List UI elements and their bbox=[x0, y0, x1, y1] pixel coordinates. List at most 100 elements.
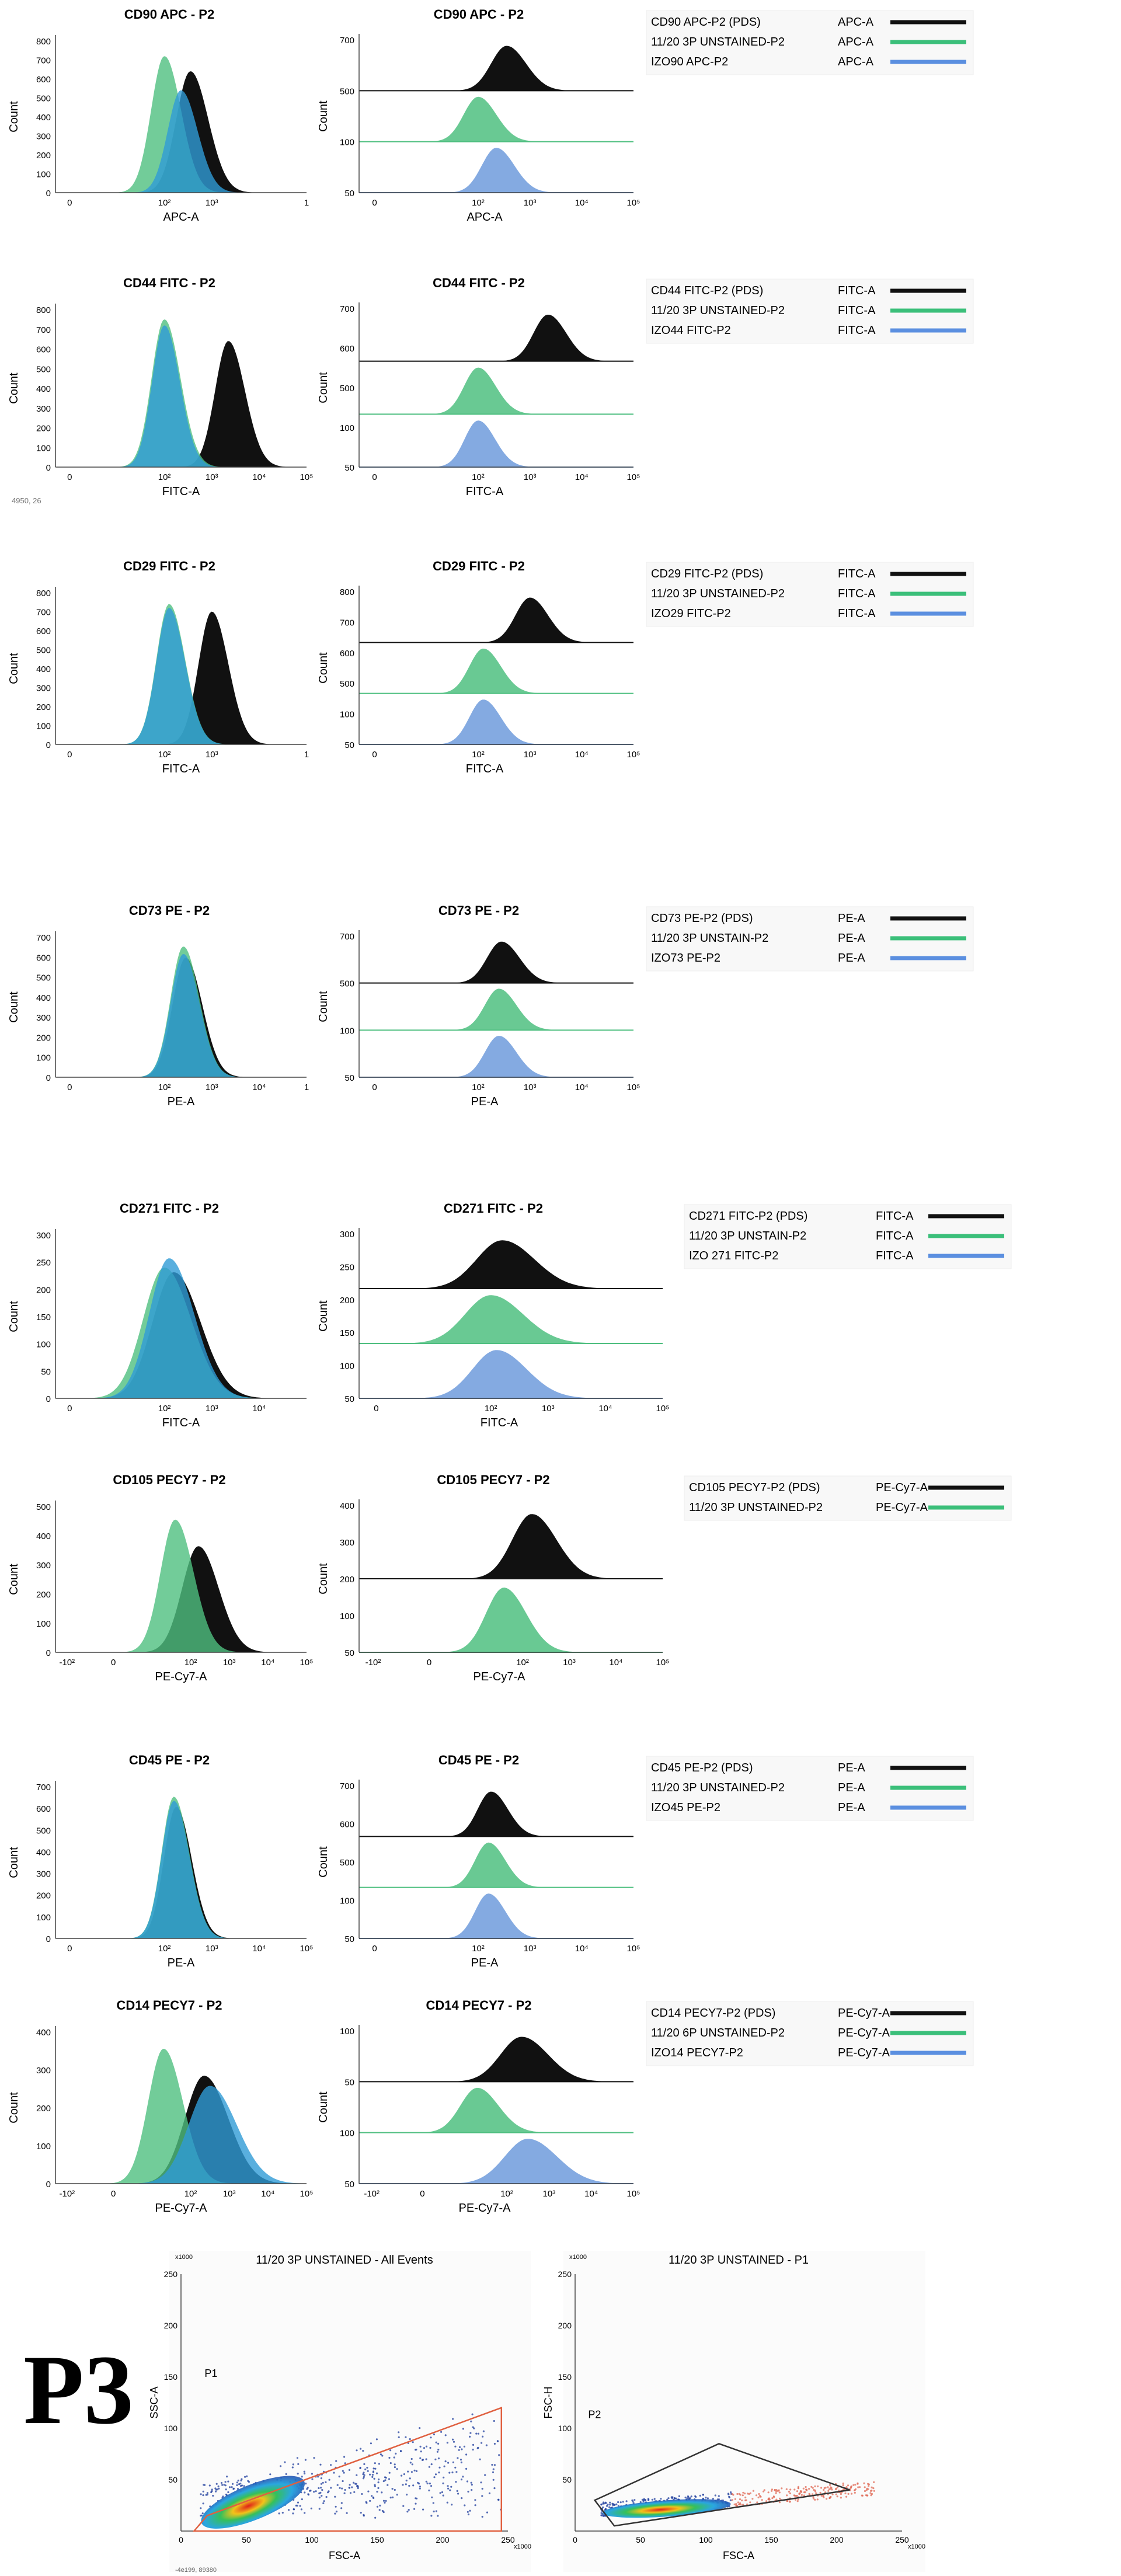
event-dot bbox=[330, 2464, 332, 2466]
stacked-ytick: 100 bbox=[340, 2027, 354, 2037]
event-dot bbox=[392, 2496, 394, 2498]
event-dot bbox=[411, 2463, 413, 2466]
event-dot bbox=[430, 2515, 433, 2517]
event-dot bbox=[297, 2463, 300, 2465]
event-dot bbox=[863, 2482, 865, 2484]
overlay-xtick: 0 bbox=[67, 198, 72, 208]
event-dot bbox=[651, 2498, 653, 2501]
event-dot bbox=[812, 2487, 814, 2489]
event-dot bbox=[771, 2490, 773, 2492]
overlay-ytick: 800 bbox=[36, 589, 51, 598]
event-dot bbox=[363, 2463, 365, 2465]
event-dot bbox=[747, 2493, 749, 2495]
overlay-hist-unstained bbox=[55, 2049, 307, 2184]
event-dot bbox=[492, 2468, 495, 2470]
event-dot bbox=[814, 2489, 816, 2491]
event-dot bbox=[455, 2481, 457, 2483]
overlay-xtick: 10² bbox=[158, 1404, 171, 1414]
event-dot bbox=[452, 2461, 455, 2463]
stacked-ytick: 200 bbox=[340, 1575, 354, 1585]
event-dot bbox=[409, 2462, 412, 2464]
event-dot bbox=[647, 2498, 650, 2500]
stacked-ytick: 100 bbox=[340, 423, 354, 433]
stacked-xtick: 10⁵ bbox=[627, 472, 640, 482]
event-dot bbox=[218, 2487, 220, 2490]
overlay-xtick: 0 bbox=[67, 472, 72, 482]
stacked-hist-unstained bbox=[359, 1588, 663, 1652]
event-dot bbox=[600, 2512, 603, 2514]
event-dot bbox=[461, 2497, 463, 2500]
overlay-xlabel: PE-Cy7-A bbox=[155, 2202, 208, 2215]
event-dot bbox=[426, 2482, 429, 2485]
event-dot bbox=[287, 2509, 290, 2511]
overlay-ytick: 700 bbox=[36, 56, 51, 66]
scatter-ytick: 150 bbox=[558, 2372, 572, 2382]
scatter-ytick: 250 bbox=[164, 2269, 178, 2279]
event-dot bbox=[689, 2497, 691, 2500]
event-dot bbox=[371, 2474, 374, 2476]
event-dot bbox=[201, 2512, 204, 2515]
event-dot bbox=[372, 2497, 375, 2500]
event-dot bbox=[808, 2488, 810, 2490]
event-dot bbox=[425, 2458, 427, 2460]
stacked-ylabel: Count bbox=[317, 2091, 330, 2123]
event-dot bbox=[739, 2498, 741, 2501]
overlay-note: 4950, 26 bbox=[12, 496, 41, 505]
scatter-yunit: x1000 bbox=[569, 2254, 587, 2261]
overlay-ylabel: Count bbox=[8, 653, 20, 684]
overlay-ytick: 600 bbox=[36, 1804, 51, 1814]
event-dot bbox=[437, 2442, 440, 2445]
event-dot bbox=[236, 2481, 238, 2484]
event-dot bbox=[336, 2484, 339, 2486]
event-dot bbox=[214, 2490, 217, 2493]
event-dot bbox=[320, 2487, 322, 2489]
event-dot bbox=[737, 2501, 739, 2504]
event-dot bbox=[348, 2469, 351, 2471]
event-dot bbox=[409, 2438, 411, 2441]
event-dot bbox=[444, 2460, 447, 2463]
event-dot bbox=[398, 2436, 400, 2438]
event-dot bbox=[406, 2511, 409, 2513]
stacked-ytick: 700 bbox=[340, 1781, 354, 1791]
scatter-ytick: 50 bbox=[168, 2475, 177, 2484]
legend-channel: PE-Cy7-A bbox=[838, 2027, 890, 2039]
event-dot bbox=[458, 2449, 460, 2451]
stacked-hist-stained bbox=[359, 46, 633, 91]
overlay-ytick: 100 bbox=[36, 1619, 51, 1629]
legend-label: CD73 PE-P2 (PDS) bbox=[651, 912, 753, 925]
event-dot bbox=[600, 2503, 603, 2505]
event-dot bbox=[738, 2503, 741, 2505]
event-dot bbox=[339, 2487, 341, 2489]
scatter-xtick: 100 bbox=[699, 2535, 713, 2544]
stacked-xtick: 10² bbox=[500, 2189, 513, 2199]
event-dot bbox=[484, 2474, 486, 2476]
event-dot bbox=[778, 2501, 781, 2504]
scatter-ytick: 50 bbox=[562, 2475, 572, 2484]
chart-cd105-pecy7-p2: CD105 PECY7 - P25004003002001000Count-10… bbox=[8, 1473, 1012, 1683]
legend-label: CD105 PECY7-P2 (PDS) bbox=[689, 1481, 820, 1494]
overlay-title: CD44 FITC - P2 bbox=[123, 276, 215, 290]
overlay-hist-isotype bbox=[55, 954, 307, 1077]
legend: CD45 PE-P2 (PDS) PE-A 11/20 3P UNSTAINED-P… bbox=[646, 1756, 974, 1821]
event-dot bbox=[778, 2491, 781, 2494]
overlay-xtick: 10³ bbox=[206, 750, 218, 760]
event-dot bbox=[429, 2483, 431, 2485]
legend-label: 11/20 3P UNSTAINED-P2 bbox=[651, 304, 785, 317]
event-dot bbox=[373, 2477, 375, 2480]
event-dot bbox=[416, 2497, 418, 2500]
event-dot bbox=[334, 2512, 336, 2515]
event-dot bbox=[297, 2473, 299, 2475]
event-dot bbox=[377, 2481, 380, 2484]
event-dot bbox=[330, 2487, 332, 2489]
event-dot bbox=[810, 2486, 813, 2488]
legend-label: CD45 PE-P2 (PDS) bbox=[651, 1762, 753, 1774]
overlay-xtick: 10⁴ bbox=[261, 1658, 274, 1668]
overlay-ytick: 700 bbox=[36, 608, 51, 618]
event-dot bbox=[843, 2488, 845, 2491]
event-dot bbox=[236, 2484, 238, 2487]
event-dot bbox=[419, 2427, 421, 2429]
stacked-ylabel: Count bbox=[317, 100, 330, 132]
event-dot bbox=[751, 2498, 754, 2500]
stacked-ytick: 50 bbox=[344, 1073, 354, 1083]
scatter-xtick: 250 bbox=[895, 2535, 909, 2544]
